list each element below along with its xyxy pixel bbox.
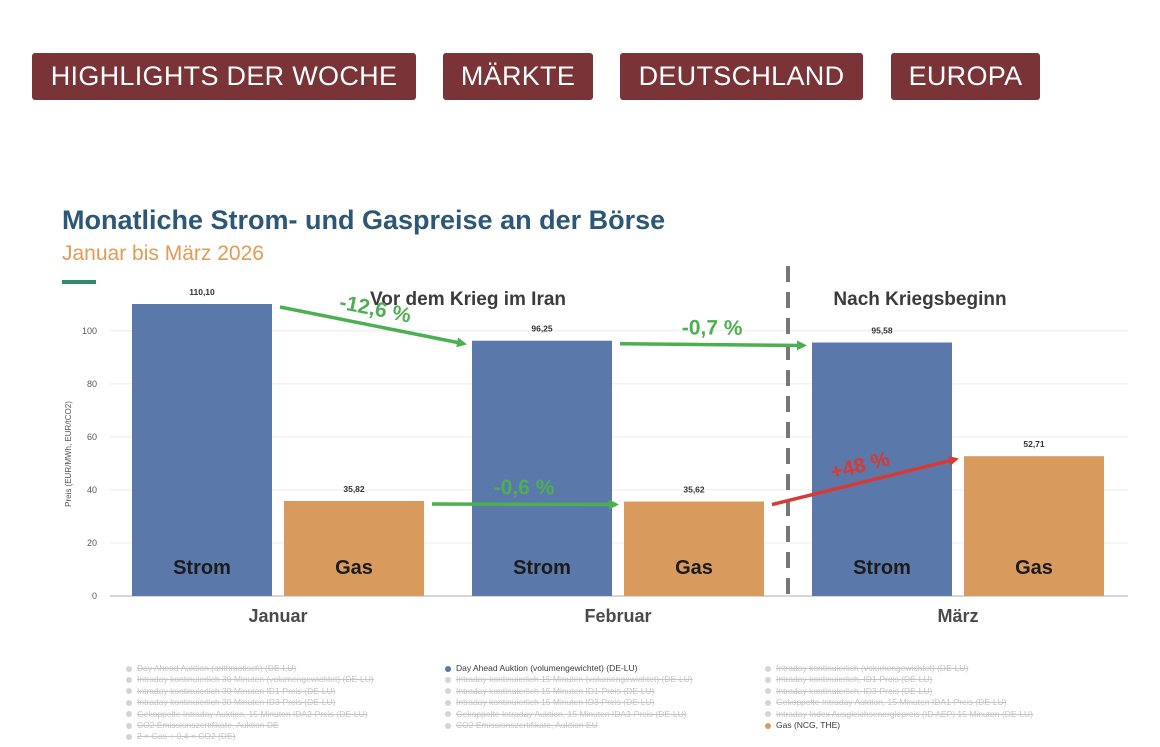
legend-item[interactable]: Intraday kontinuierlich 30 Minuten (volu…	[124, 674, 424, 685]
bar-strom-februar	[472, 340, 612, 596]
legend-item[interactable]: Gekoppelte Intraday Auktion, 15 Minuten …	[443, 709, 743, 720]
bar-name-gas-maerz: Gas	[1015, 557, 1053, 579]
bar-strom-januar	[132, 303, 272, 596]
x-category-label: März	[937, 606, 978, 626]
bar-name-strom-maerz: Strom	[853, 557, 911, 579]
legend-item[interactable]: CO2 Emissionszertifikate, Auktion EU	[443, 720, 743, 731]
y-tick-label: 40	[87, 485, 97, 495]
tab-europa[interactable]: EUROPA	[891, 53, 1040, 100]
bar-gas-februar	[624, 501, 764, 596]
bar-gas-maerz	[964, 456, 1104, 596]
legend-column-3: Intraday kontinuierlich (volumengewichte…	[763, 663, 1103, 747]
legend-column-2: Day Ahead Auktion (volumengewichtet) (DE…	[443, 663, 743, 747]
legend-item[interactable]: Intraday kontinuierlich 30 Minuten ID3-P…	[124, 697, 424, 708]
y-tick-label: 0	[92, 591, 97, 601]
data-label-gas-januar: 35,82	[343, 484, 365, 494]
legend-item[interactable]: Intraday kontinuierlich 15 Minuten ID3-P…	[443, 697, 743, 708]
section-label-before-war: Vor dem Krieg im Iran	[370, 289, 566, 310]
legend-item[interactable]: Intraday Index Ausgleichsenergiepreis (I…	[763, 709, 1103, 720]
bar-name-gas-januar: Gas	[335, 557, 373, 579]
chart-title: Monatliche Strom- und Gaspreise an der B…	[62, 205, 665, 235]
change-arrow-1	[279, 305, 467, 348]
data-label-strom-januar: 110,10	[189, 287, 215, 297]
legend-item[interactable]: Intraday kontinuierlich 30 Minuten ID1-P…	[124, 686, 424, 697]
x-category-label: Februar	[584, 606, 651, 626]
tab-deutschland[interactable]: DEUTSCHLAND	[620, 53, 863, 100]
legend-item[interactable]: Intraday kontinuierlich 15 Minuten (volu…	[443, 674, 743, 685]
bar-name-gas-februar: Gas	[675, 557, 713, 579]
legend-item[interactable]: Intraday kontinuierlich 15 Minuten ID1-P…	[443, 686, 743, 697]
legend-item[interactable]: Day Ahead Auktion (volumengewichtet) (DE…	[443, 663, 743, 674]
data-label-gas-februar: 35,62	[683, 485, 705, 495]
data-label-gas-maerz: 52,71	[1023, 439, 1045, 449]
section-label-after-war: Nach Kriegsbeginn	[833, 289, 1006, 310]
y-axis-label: Preis (EUR/MWh, EUR/tCO2)	[64, 401, 73, 507]
tab-maerkte[interactable]: MÄRKTE	[443, 53, 593, 100]
change-label-2: -0,7 %	[682, 316, 743, 340]
bar-gas-januar	[284, 500, 424, 596]
legend-item[interactable]: 2 × Gas + 0,4 × CO2 (DE)	[124, 731, 424, 742]
legend-item[interactable]: Day Ahead Auktion (arithmetisch) (DE-LU)	[124, 663, 424, 674]
legend-item[interactable]: Intraday kontinuierlich, ID1-Preis (DE-L…	[763, 674, 1103, 685]
title-accent-bar	[62, 280, 96, 284]
y-tick-label: 100	[82, 326, 97, 336]
x-category-label: Januar	[248, 606, 307, 626]
data-label-strom-februar: 96,25	[531, 324, 553, 334]
change-arrow-3	[431, 499, 619, 510]
legend-item[interactable]: Intraday kontinuierlich, ID3-Preis (DE-L…	[763, 686, 1103, 697]
y-tick-label: 60	[87, 432, 97, 442]
y-tick-label: 80	[87, 379, 97, 389]
bar-strom-maerz	[812, 342, 952, 596]
data-label-strom-maerz: 95,58	[871, 326, 893, 336]
legend-item[interactable]: Gekoppelte Intraday Auktion, 15 Minuten …	[124, 709, 424, 720]
tab-highlights-der-woche[interactable]: HIGHLIGHTS DER WOCHE	[32, 53, 416, 100]
legend-item[interactable]: Gekoppelte Intraday Auktion, 15 Minuten …	[763, 697, 1103, 708]
legend-item[interactable]: CO2 Emissionszertifikate, Auktion DE	[124, 720, 424, 731]
chart-subtitle: Januar bis März 2026	[62, 242, 264, 265]
change-arrow-2	[619, 340, 807, 351]
legend-item[interactable]: Gas (NCG, THE)	[763, 720, 1103, 731]
bar-name-strom-januar: Strom	[173, 557, 231, 579]
category-tab-bar: HIGHLIGHTS DER WOCHE MÄRKTE DEUTSCHLAND …	[0, 0, 1160, 110]
legend-column-1: Day Ahead Auktion (arithmetisch) (DE-LU)…	[124, 663, 424, 747]
change-label-3: -0,6 %	[494, 476, 555, 499]
legend-item[interactable]: Intraday kontinuierlich (volumengewichte…	[763, 663, 1103, 674]
change-arrow-4	[771, 456, 959, 507]
y-tick-label: 20	[87, 538, 97, 548]
bar-name-strom-februar: Strom	[513, 557, 571, 579]
